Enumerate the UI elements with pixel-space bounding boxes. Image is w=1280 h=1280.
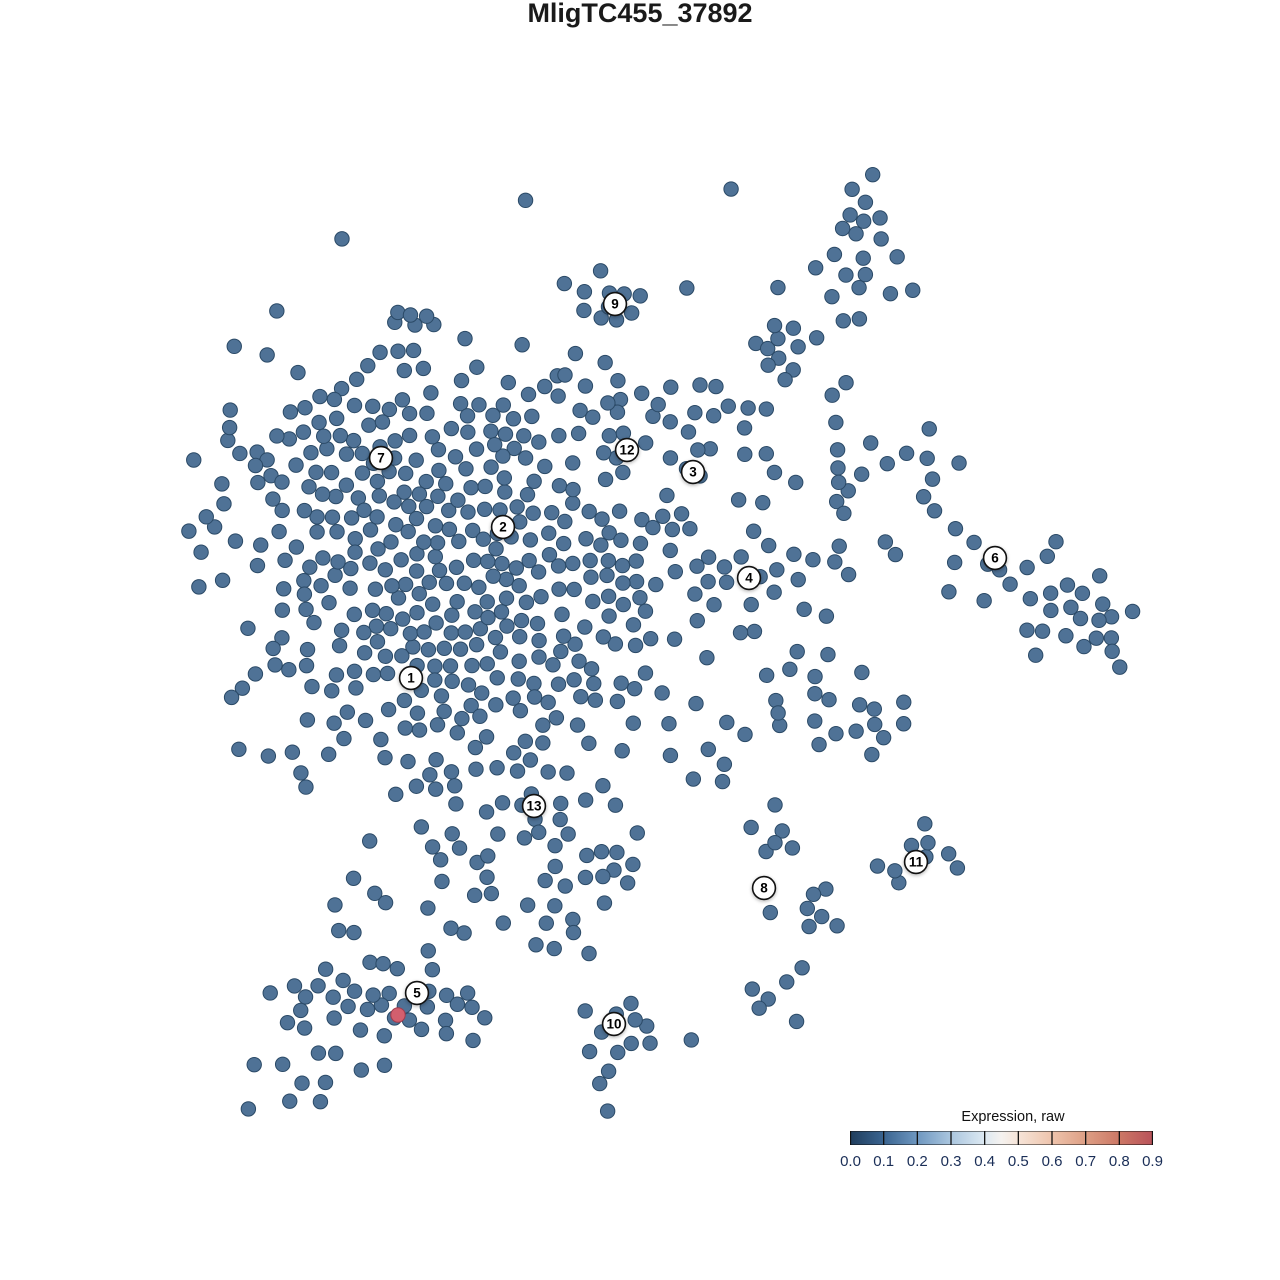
svg-text:4: 4 bbox=[745, 571, 753, 586]
svg-text:5: 5 bbox=[413, 986, 421, 1001]
svg-text:8: 8 bbox=[760, 881, 768, 896]
svg-text:2: 2 bbox=[499, 520, 507, 535]
svg-text:11: 11 bbox=[909, 855, 924, 870]
svg-text:1: 1 bbox=[407, 671, 415, 686]
svg-text:13: 13 bbox=[526, 799, 542, 814]
svg-text:7: 7 bbox=[377, 451, 385, 466]
svg-text:6: 6 bbox=[991, 551, 999, 566]
svg-text:9: 9 bbox=[611, 297, 619, 312]
svg-text:3: 3 bbox=[689, 465, 697, 480]
svg-text:10: 10 bbox=[606, 1017, 621, 1032]
svg-text:12: 12 bbox=[619, 443, 634, 458]
